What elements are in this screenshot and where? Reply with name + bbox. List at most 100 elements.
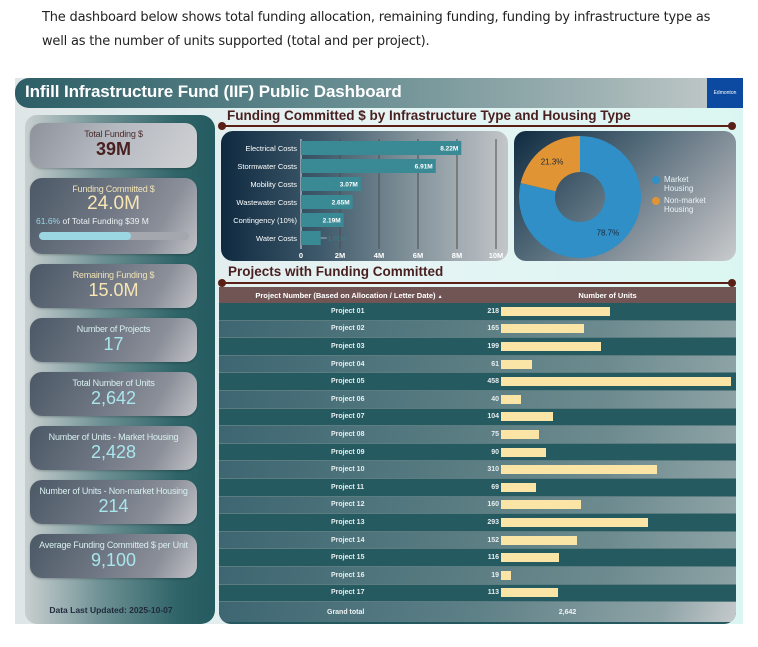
divider-dot (218, 279, 226, 287)
x-tick-label: 2M (335, 251, 345, 260)
kpi-label: Remaining Funding $ (72, 270, 155, 280)
project-name: Project 07 (331, 413, 365, 421)
slice-label: 78.7% (597, 228, 620, 237)
dashboard-title: Infill Infrastructure Fund (IIF) Public … (25, 82, 402, 101)
kpi-label: Funding Committed $ (72, 184, 155, 194)
units-value: 293 (487, 518, 499, 526)
units-value: 199 (487, 342, 499, 350)
kpi-percent-text: 61.6% of Total Funding $39 M (30, 216, 197, 226)
table-row[interactable]: Project 06 40 (219, 390, 736, 409)
units-bar-track (501, 394, 736, 404)
grand-total-value: 2,642 (558, 608, 577, 616)
bar (301, 141, 462, 155)
project-name: Project 09 (331, 448, 365, 456)
kpi-label: Average Funding Committed $ per Unit (39, 540, 188, 550)
table-row[interactable]: Project 01 218 (219, 303, 736, 321)
project-name: Project 10 (331, 466, 365, 474)
grand-total-label: Grand total (327, 608, 365, 616)
units-bar (501, 377, 731, 387)
project-name: Project 17 (331, 589, 365, 597)
project-name: Project 12 (331, 501, 365, 509)
units-bar-track (501, 447, 736, 457)
units-bar (501, 341, 601, 351)
kpi-sidebar: Total Funding $ 39M Funding Committed $ … (25, 115, 215, 624)
table-row[interactable]: Project 03 199 (219, 338, 736, 356)
units-bar (501, 553, 560, 563)
units-bar-track (501, 324, 736, 334)
project-name: Project 15 (331, 554, 365, 562)
data-last-updated: Data Last Updated: 2025-10-07 (49, 605, 173, 615)
bar-value-label: 3.07M (340, 182, 358, 189)
table-row[interactable]: Project 16 19 (219, 566, 736, 585)
bar-value-label: 1.01M (328, 236, 346, 243)
dashboard: Infill Infrastructure Fund (IIF) Public … (15, 78, 743, 624)
units-bar (501, 517, 649, 527)
donut-slice (520, 136, 580, 192)
table-row[interactable]: Project 07 104 (219, 408, 736, 427)
units-bar (501, 412, 554, 422)
bar (301, 231, 321, 245)
legend-swatch (652, 197, 660, 205)
sort-ascending-icon[interactable]: ▲ (437, 293, 443, 300)
table-row[interactable]: Project 13 293 (219, 514, 736, 532)
legend-item[interactable]: Non-market Housing (652, 196, 706, 214)
projects-table: Project Number (Based on Allocation / Le… (219, 287, 736, 624)
table-row[interactable]: Project 08 75 (219, 426, 736, 444)
units-bar (501, 500, 582, 510)
project-name: Project 06 (331, 395, 365, 403)
bar-value-label: 6.91M (415, 164, 433, 171)
column-header-project[interactable]: Project Number (Based on Allocation / Le… (255, 290, 443, 300)
table-row[interactable]: Project 17 113 (219, 584, 736, 603)
housing-type-chart: 78.7% 21.3% Market Housing Non-market Hous… (514, 131, 736, 261)
legend-item[interactable]: Market Housing (652, 175, 706, 193)
kpi-value: 214 (98, 496, 129, 516)
kpi-total-units: Total Number of Units 2,642 (30, 372, 197, 416)
units-bar-track (501, 517, 736, 527)
units-value: 75 (491, 430, 499, 438)
section-divider (218, 122, 736, 130)
kpi-label: Number of Units - Non-market Housing (39, 486, 188, 496)
kpi-remaining-funding: Remaining Funding $ 15.0M (30, 264, 197, 308)
units-bar (501, 429, 539, 439)
units-bar (501, 394, 522, 404)
kpi-value: 17 (103, 334, 124, 354)
units-bar (501, 465, 657, 475)
x-tick-label: 8M (452, 251, 462, 260)
table-row[interactable]: Project 12 160 (219, 496, 736, 515)
table-footer: Grand total 2,642 (219, 602, 736, 623)
units-value: 310 (487, 466, 499, 474)
units-value: 40 (491, 395, 499, 403)
bar (301, 159, 436, 173)
legend-label: Market Housing (664, 175, 694, 193)
x-tick-label: 6M (413, 251, 423, 260)
table-row[interactable]: Project 02 165 (219, 320, 736, 339)
kpi-number-of-projects: Number of Projects 17 (30, 318, 197, 362)
kpi-percent-value: 61.6% (36, 216, 61, 226)
table-row[interactable]: Project 09 90 (219, 443, 736, 462)
table-row[interactable]: Project 14 152 (219, 531, 736, 550)
units-value: 90 (491, 448, 499, 456)
units-bar-track (501, 412, 736, 422)
x-tick-label: 0 (299, 251, 303, 260)
section-title-projects: Projects with Funding Committed (228, 264, 444, 279)
table-row[interactable]: Project 15 116 (219, 549, 736, 567)
units-value: 116 (487, 554, 499, 562)
category-label: Electrical Costs (245, 144, 297, 153)
funding-progress-bar (38, 232, 189, 240)
table-row[interactable]: Project 10 310 (219, 461, 736, 479)
table-row[interactable]: Project 04 61 (219, 355, 736, 374)
table-header: Project Number (Based on Allocation / Le… (219, 287, 736, 303)
kpi-label: Number of Units - Market Housing (48, 432, 179, 442)
donut-slice (519, 136, 641, 258)
table-row[interactable]: Project 05 458 (219, 373, 736, 391)
units-bar-track (501, 553, 736, 563)
units-bar-track (501, 535, 736, 545)
units-bar (501, 482, 536, 492)
column-header-units[interactable]: Number of Units (578, 290, 637, 300)
bar (301, 195, 353, 209)
kpi-market-units: Number of Units - Market Housing 2,428 (30, 426, 197, 470)
units-bar-track (501, 588, 736, 598)
bar-value-label: 2.65M (332, 200, 350, 207)
units-bar-track (501, 500, 736, 510)
table-row[interactable]: Project 11 69 (219, 478, 736, 497)
